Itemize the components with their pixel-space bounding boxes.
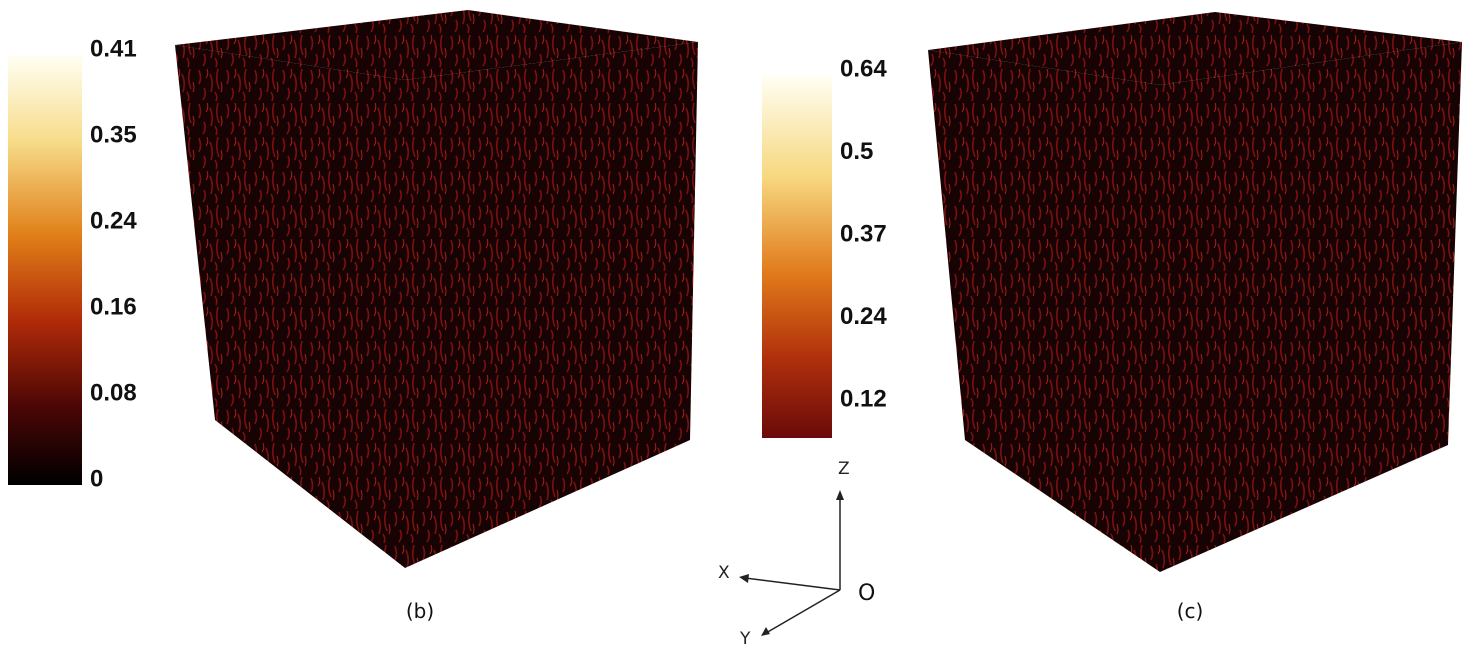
- caption: (b): [406, 599, 434, 623]
- colorbar-tick-label: 0.5: [840, 138, 873, 165]
- volume-cube: [928, 12, 1462, 572]
- cube-face: [175, 10, 698, 80]
- arrowhead: [761, 627, 770, 636]
- colorbar-ticks: 0.41 0.35 0.24 0.16 0.08 0: [90, 35, 137, 492]
- colorbar-tick-label: 0.64: [840, 55, 887, 82]
- axis-triad: [744, 495, 841, 634]
- cube-face: [928, 12, 1462, 85]
- colorbar-tick-label: 0.37: [840, 220, 887, 247]
- arrowhead: [739, 574, 749, 583]
- cube-face: [928, 50, 1160, 572]
- origin-label: O: [858, 581, 875, 606]
- axis-label: X: [718, 563, 730, 583]
- arrowheads: [739, 490, 844, 636]
- arrowhead: [836, 490, 844, 500]
- cube-face: [1160, 42, 1462, 572]
- colorbar: [8, 55, 82, 485]
- colorbar-ticks: 0.64 0.5 0.37 0.24 0.12: [840, 55, 887, 412]
- caption: (c): [1177, 599, 1204, 623]
- colorbar-tick-label: 0: [90, 465, 103, 492]
- colorbar-tick-label: 0.41: [90, 35, 137, 62]
- axis-arrow: [744, 577, 841, 591]
- axis-label: Z: [838, 459, 850, 479]
- colorbar-tick-label: 0.16: [90, 293, 137, 320]
- cube-face: [405, 42, 698, 568]
- colorbar-tick-label: 0.08: [90, 379, 137, 406]
- cube-face: [175, 45, 405, 568]
- volume-cube: [175, 10, 698, 568]
- axis-arrow: [765, 589, 841, 634]
- colorbar: [762, 75, 832, 438]
- axis-label: Y: [739, 629, 751, 647]
- colorbar-tick-label: 0.24: [90, 207, 137, 234]
- colorbar-tick-label: 0.35: [90, 121, 137, 148]
- colorbar-tick-label: 0.12: [840, 385, 887, 412]
- colorbar-tick-label: 0.24: [840, 303, 887, 330]
